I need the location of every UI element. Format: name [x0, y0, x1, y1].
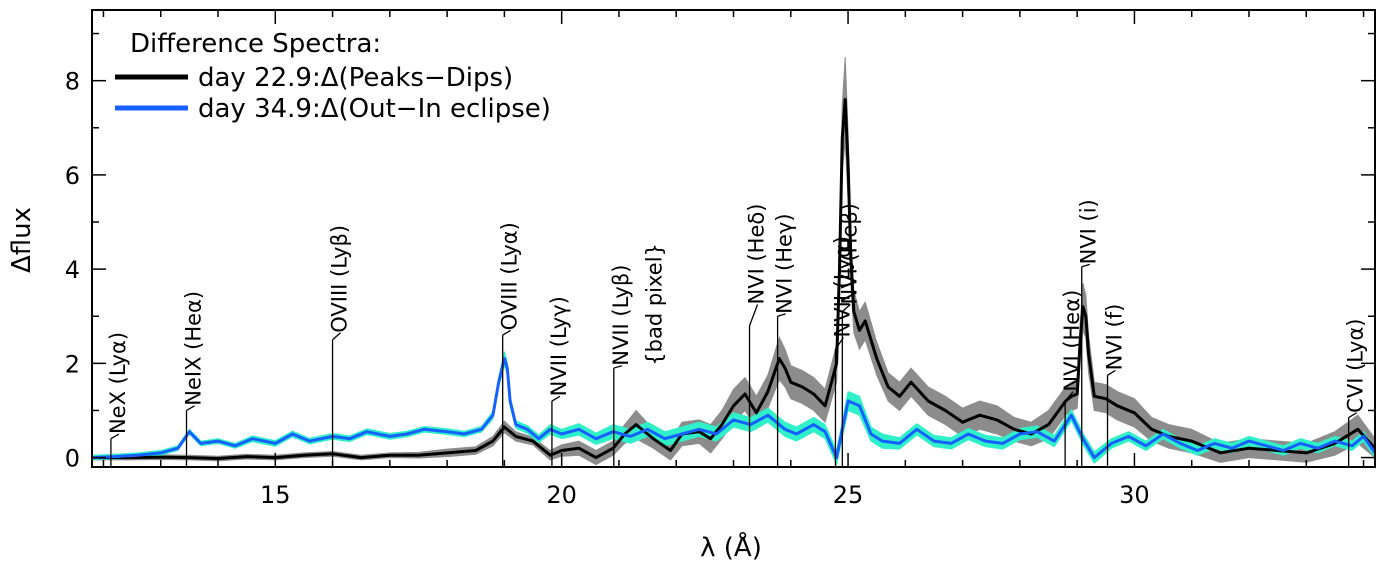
line-label-nvi-he: NVI (Heγ) [773, 213, 797, 313]
line-label-nvi-f: NVI (f) [1103, 304, 1127, 371]
axis-ticks: 15 20 25 30 0 2 4 6 8 [65, 10, 1375, 509]
line-label-nvii-ly: NVII (Lyγ) [547, 296, 571, 396]
series-lines [91, 98, 1377, 460]
marker-leader [502, 329, 512, 336]
legend-title: Difference Spectra: [130, 29, 381, 59]
y-tick-label: 4 [65, 256, 80, 284]
marker-leader [332, 332, 341, 341]
x-tick-label: 25 [833, 481, 864, 509]
series-line-day22 [92, 98, 1377, 460]
line-label-cvi-ly: CVI (Lyα) [1344, 318, 1368, 412]
marker-leader [613, 365, 622, 369]
marker-leader [551, 395, 561, 402]
marker-leader [748, 304, 759, 326]
y-tick-label: 8 [65, 68, 80, 96]
y-tick-label: 6 [65, 162, 80, 190]
x-tick-label: 15 [260, 481, 291, 509]
marker-leader [777, 313, 786, 317]
line-label-oviii-ly: OVIII (Lyα) [498, 222, 522, 330]
marker-leader [1348, 412, 1357, 419]
line-label-nvi-he: NVI (Heα) [1060, 290, 1084, 392]
marker-leader [841, 303, 851, 313]
marker-leader [1107, 369, 1116, 376]
y-tick-label: 0 [65, 445, 80, 473]
y-axis-label: Δflux [7, 207, 37, 273]
line-label-oviii-ly: OVIII (Lyβ) [328, 225, 352, 333]
marker-leader [110, 433, 120, 440]
line-label-neix-he: NeIX (Heα) [182, 291, 206, 406]
y-tick-label: 2 [65, 350, 80, 378]
line-markers: NeX (Lyα) NeIX (Heα) OVIII (Lyβ) OVIII (Lyα… [106, 199, 1368, 467]
legend: Difference Spectra: day 22.9:Δ(Peaks−Dip… [115, 29, 551, 124]
series-line-day34 [91, 357, 1377, 460]
marker-leader [1081, 263, 1090, 268]
marker-leader [186, 405, 195, 412]
legend-entry-day34: day 34.9:Δ(Out−In eclipse) [198, 94, 551, 124]
line-label-nvi-he: NVI (Heβ) [837, 203, 861, 304]
line-label-nvi-i: NVI (i) [1077, 199, 1101, 264]
line-label-nex-ly: NeX (Lyα) [106, 332, 130, 434]
line-label-bad-pixel: {bad pixel} [643, 243, 667, 366]
x-tick-label: 30 [1119, 481, 1150, 509]
x-tick-label: 20 [546, 481, 577, 509]
line-label-nvii-ly: NVII (Lyβ) [609, 265, 633, 366]
line-label-nvi-he: NVI (Heδ) [745, 204, 769, 305]
marker-leader [1064, 391, 1074, 402]
legend-entry-day22: day 22.9:Δ(Peaks−Dips) [198, 63, 513, 93]
x-axis-label: λ (Å) [700, 531, 762, 563]
